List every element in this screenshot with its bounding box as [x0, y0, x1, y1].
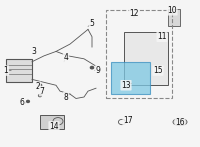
Text: 13: 13 — [121, 81, 131, 90]
Bar — [124, 32, 168, 85]
Text: 10: 10 — [167, 6, 177, 15]
Text: 5: 5 — [90, 19, 94, 28]
Text: 14: 14 — [49, 122, 59, 131]
Text: 6: 6 — [20, 98, 24, 107]
Text: 7: 7 — [40, 87, 44, 96]
Text: 1: 1 — [4, 66, 8, 75]
Ellipse shape — [173, 118, 187, 126]
Text: 3: 3 — [32, 47, 36, 56]
Circle shape — [90, 66, 94, 69]
Text: 8: 8 — [64, 92, 68, 102]
Text: 4: 4 — [64, 53, 68, 62]
Text: 11: 11 — [157, 32, 167, 41]
Text: 2: 2 — [36, 82, 40, 91]
Bar — [106, 10, 172, 98]
Bar — [168, 9, 180, 26]
Bar — [111, 62, 150, 94]
Bar — [40, 115, 64, 129]
Text: 9: 9 — [96, 66, 100, 75]
Bar — [6, 59, 32, 82]
Text: 15: 15 — [153, 66, 163, 75]
Circle shape — [39, 95, 41, 97]
Circle shape — [38, 84, 42, 86]
Text: 16: 16 — [175, 117, 185, 127]
Text: 17: 17 — [123, 116, 133, 125]
Circle shape — [27, 100, 29, 102]
Text: 12: 12 — [129, 9, 139, 18]
